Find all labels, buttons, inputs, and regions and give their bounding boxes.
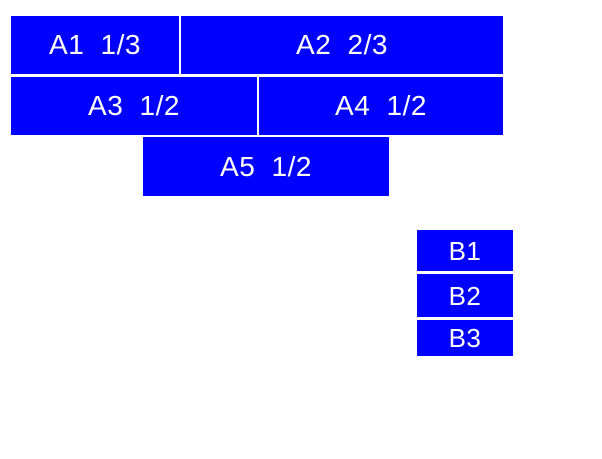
tile-b3[interactable]: B3	[417, 320, 513, 356]
tile-a3-label: A3 1/2	[88, 90, 180, 121]
tile-b1[interactable]: B1	[417, 230, 513, 271]
tile-a1[interactable]: A1 1/3	[11, 16, 179, 74]
tile-a2-label: A2 2/3	[296, 29, 388, 60]
tile-a2[interactable]: A2 2/3	[181, 16, 503, 74]
tile-a3[interactable]: A3 1/2	[11, 77, 257, 135]
tile-b2[interactable]: B2	[417, 274, 513, 317]
tile-a4[interactable]: A4 1/2	[259, 77, 503, 135]
tile-b3-label: B3	[448, 323, 482, 353]
tile-b2-label: B2	[448, 280, 482, 311]
tile-a1-label: A1 1/3	[49, 29, 141, 60]
tile-a5[interactable]: A5 1/2	[143, 137, 389, 196]
tile-a5-label: A5 1/2	[220, 150, 312, 182]
tile-a4-label: A4 1/2	[335, 90, 427, 121]
tile-b1-label: B1	[448, 235, 482, 266]
